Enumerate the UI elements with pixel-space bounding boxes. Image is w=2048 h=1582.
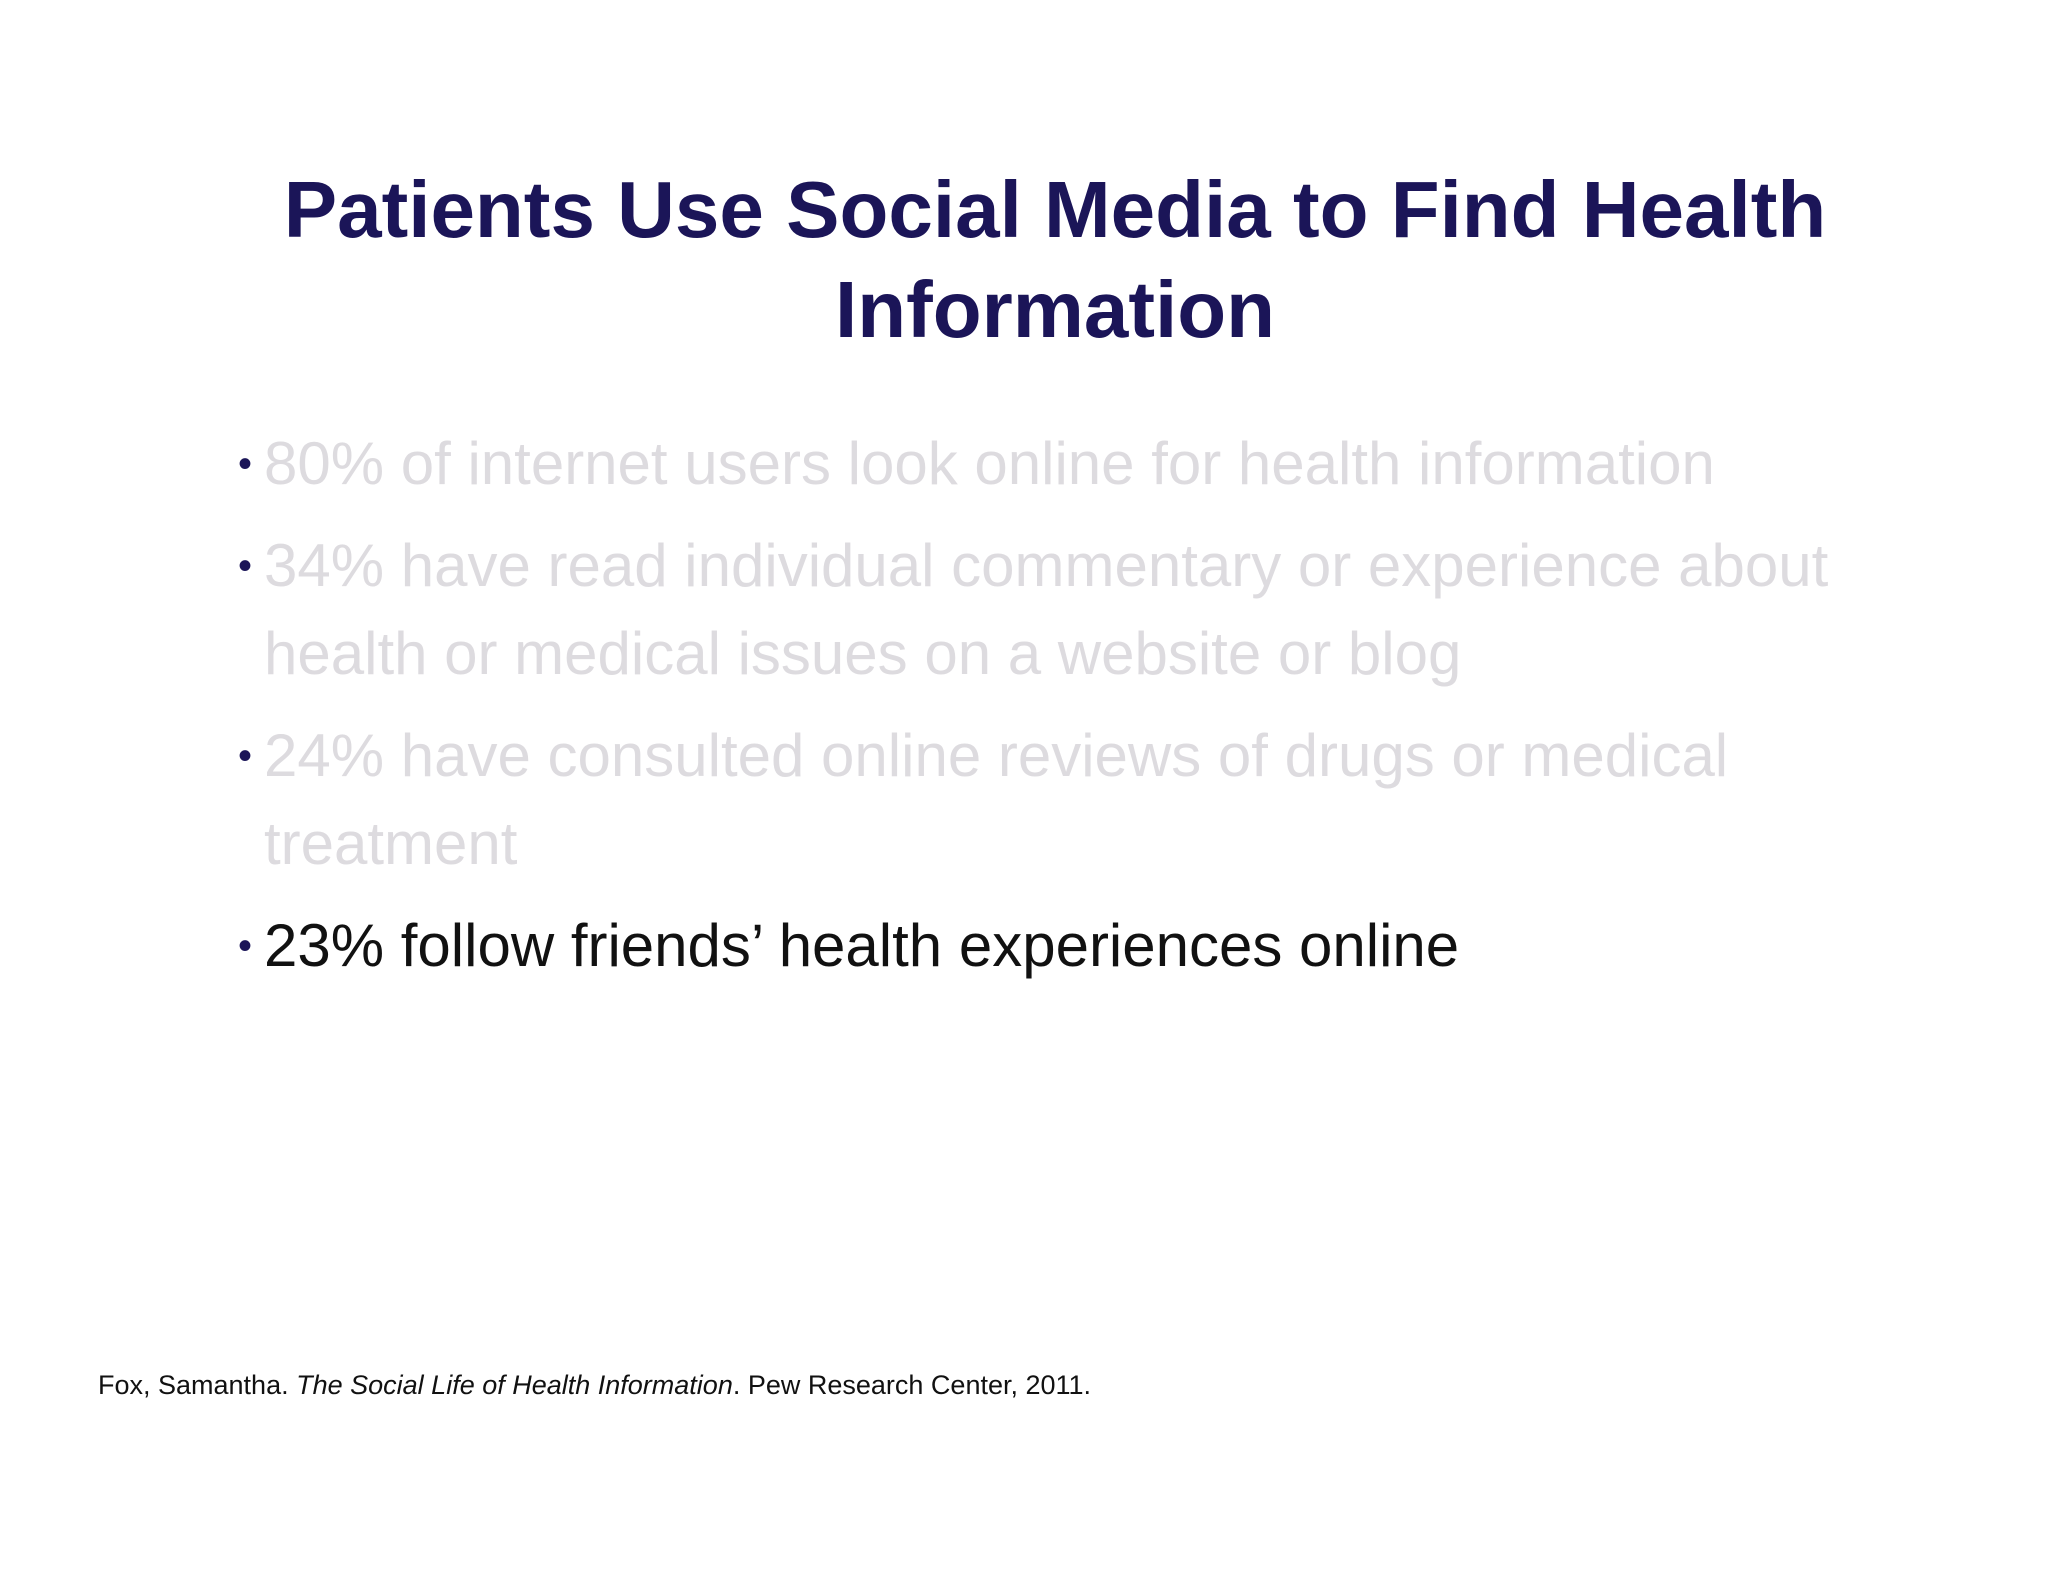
bullet-text: 34% have read individual commentary or e…	[264, 532, 1829, 687]
bullet-icon: •	[238, 924, 253, 968]
bullet-text: 80% of internet users look online for he…	[264, 430, 1715, 497]
bullet-icon: •	[238, 544, 253, 588]
bullet-item-read-commentary: • 34% have read individual commentary or…	[238, 522, 1858, 698]
bullet-icon: •	[238, 734, 253, 778]
slide-title: Patients Use Social Media to Find Health…	[283, 165, 1827, 354]
bullet-text: 24% have consulted online reviews of dru…	[264, 722, 1729, 877]
citation-publisher: . Pew Research Center, 2011.	[732, 1370, 1092, 1400]
bullet-item-follow-friends: • 23% follow friends’ health experiences…	[238, 902, 1858, 990]
citation-work-title: The Social Life of Health Information	[296, 1370, 733, 1400]
bullet-item-internet-users: • 80% of internet users look online for …	[238, 420, 1858, 508]
citation-author: Fox, Samantha.	[98, 1370, 297, 1400]
bullet-list: • 80% of internet users look online for …	[238, 420, 1858, 1004]
bullet-item-online-reviews: • 24% have consulted online reviews of d…	[238, 712, 1858, 888]
citation: Fox, Samantha. The Social Life of Health…	[98, 1370, 1091, 1401]
bullet-icon: •	[238, 442, 253, 486]
bullet-text: 23% follow friends’ health experiences o…	[264, 912, 1460, 979]
